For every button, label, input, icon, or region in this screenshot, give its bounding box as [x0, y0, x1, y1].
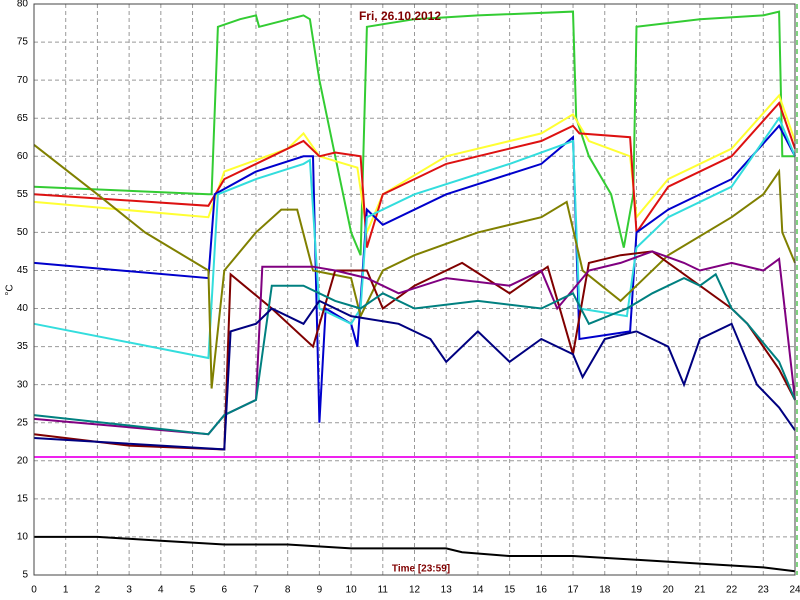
x-tick-label: 23 — [758, 585, 770, 596]
series-line — [33, 250, 796, 436]
y-tick-label: 55 — [17, 189, 29, 200]
x-tick-label: 6 — [221, 585, 227, 596]
y-tick-label: 65 — [17, 113, 29, 124]
y-tick-label: 25 — [17, 417, 29, 428]
x-tick-label: 15 — [504, 585, 516, 596]
y-tick-label: 70 — [17, 75, 29, 86]
y-tick-label: 20 — [17, 455, 29, 466]
series-line — [33, 124, 796, 423]
y-axis-label: °C — [5, 284, 16, 295]
y-tick-label: 80 — [17, 0, 29, 10]
y-tick-label: 5 — [22, 570, 28, 581]
plot-frame — [33, 3, 796, 576]
y-tick-label: 50 — [17, 227, 29, 238]
series-line — [33, 250, 796, 451]
y-tick-label: 60 — [17, 151, 29, 162]
y-tick-label: 75 — [17, 37, 29, 48]
x-tick-label: 13 — [441, 585, 453, 596]
series-line — [33, 144, 796, 389]
x-tick-label: 0 — [31, 585, 37, 596]
x-tick-label: 18 — [599, 585, 611, 596]
x-tick-label: 14 — [472, 585, 484, 596]
series-line — [33, 10, 795, 256]
x-tick-label: 3 — [126, 585, 132, 596]
x-tick-label: 22 — [726, 585, 738, 596]
series-line — [33, 116, 796, 360]
x-tick-label: 12 — [409, 585, 421, 596]
chart-title: Fri, 26.10.2012 — [359, 9, 441, 23]
x-tick-label: 11 — [378, 585, 389, 596]
y-tick-label: 15 — [17, 494, 29, 505]
series-line — [33, 101, 796, 248]
y-tick-label: 45 — [17, 265, 29, 276]
y-tick-label: 40 — [17, 303, 29, 314]
x-tick-label: 7 — [253, 585, 259, 596]
x-tick-label: 21 — [694, 585, 706, 596]
y-tick-label: 10 — [17, 532, 29, 543]
x-tick-label: 17 — [567, 585, 579, 596]
x-tick-label: 8 — [285, 585, 291, 596]
x-tick-label: 1 — [63, 585, 69, 596]
x-tick-label: 9 — [317, 585, 323, 596]
y-tick-label: 30 — [17, 379, 29, 390]
x-tick-label: 24 — [789, 585, 800, 596]
x-tick-label: 2 — [95, 585, 101, 596]
x-tick-label: 16 — [536, 585, 548, 596]
x-axis-label: Time [23:59] — [392, 564, 450, 575]
x-tick-label: 10 — [346, 585, 358, 596]
x-tick-label: 19 — [631, 585, 643, 596]
series-line — [33, 299, 796, 451]
y-tick-label: 35 — [17, 341, 29, 352]
x-tick-label: 20 — [663, 585, 675, 596]
series-line — [34, 535, 796, 573]
lines — [33, 10, 796, 573]
series-line — [33, 272, 796, 436]
x-tick-label: 4 — [158, 585, 164, 596]
x-tick-label: 5 — [190, 585, 196, 596]
